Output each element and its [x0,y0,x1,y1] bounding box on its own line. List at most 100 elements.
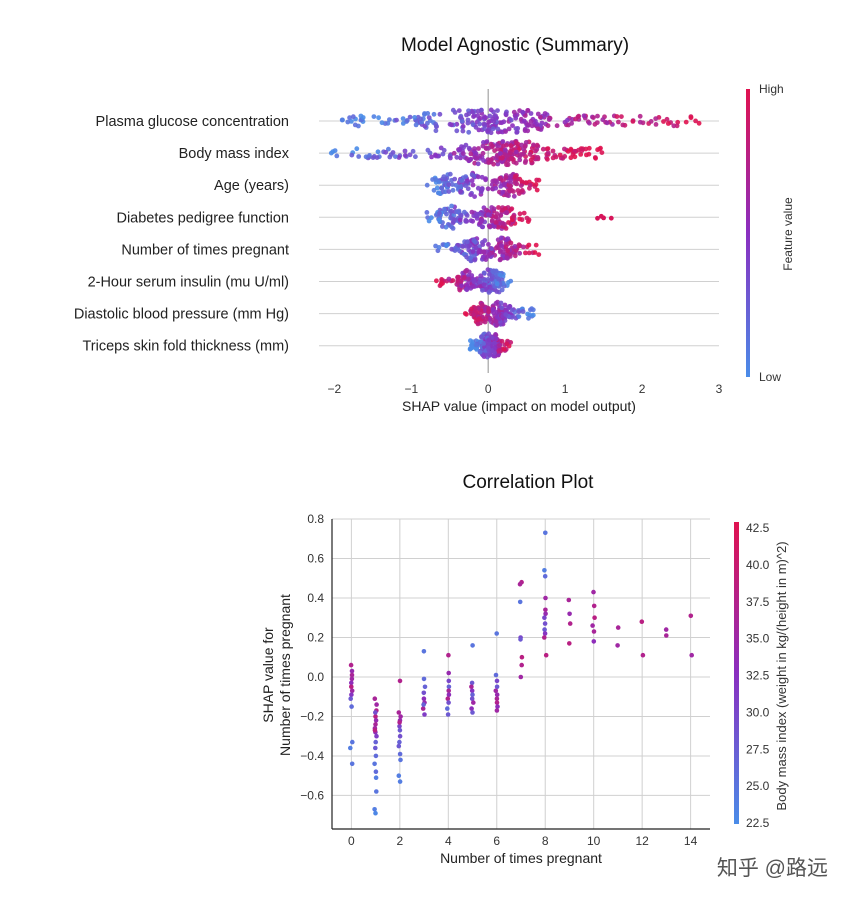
dependence-point [494,631,500,636]
summary-point [493,268,499,274]
summary-point [486,145,491,151]
summary-point [449,203,454,209]
summary-x-tick-label: 1 [562,382,569,396]
summary-point [503,312,509,317]
summary-point [473,239,478,245]
summary-point [544,146,550,152]
summary-point [502,302,508,308]
dependence-point [542,627,547,632]
summary-point [360,115,366,120]
summary-point [477,349,483,355]
summary-point [568,155,574,161]
summary-point [433,177,439,182]
dependence-point [567,621,573,626]
summary-point [481,270,487,276]
summary-x-axis: −2 −1 0 1 2 3 [328,382,723,396]
dependence-point [422,712,427,717]
summary-point [462,275,467,281]
summary-point [453,245,458,251]
dependence-y-tick-label: 0.6 [307,551,324,565]
dependence-point [349,688,355,694]
dependence-point [373,775,379,780]
dependence-point [373,753,379,759]
summary-point [521,210,527,216]
summary-point [475,161,481,167]
summary-point [444,242,450,248]
summary-point [352,122,358,128]
summary-point [504,162,509,168]
summary-point [513,149,519,155]
summary-point [450,278,456,283]
dependence-point [469,706,474,711]
summary-point [503,142,509,148]
summary-point [509,155,515,161]
dependence-point [348,745,353,751]
summary-point [498,272,503,278]
summary-point [513,140,519,146]
summary-point [466,129,472,135]
summary-point [388,152,394,158]
summary-point [471,213,477,219]
summary-point [503,244,509,250]
summary-point [507,188,513,194]
summary-point [533,242,539,248]
summary-point [502,221,507,227]
dependence-point [518,674,524,680]
summary-x-tick-label: −1 [404,382,418,396]
summary-colorbar [746,89,750,377]
summary-point [436,179,442,185]
summary-point [534,187,540,193]
dependence-point [349,680,354,686]
summary-point [446,182,452,188]
summary-point [535,126,541,131]
summary-x-tick-label: −2 [328,382,342,396]
summary-point [473,124,479,130]
summary-point [498,300,504,306]
summary-point [450,187,456,193]
summary-point [440,224,445,229]
summary-point [468,254,474,260]
dependence-point [469,680,475,686]
summary-feature-label: Diastolic blood pressure (mm Hg) [74,307,289,323]
dependence-point [471,700,476,705]
summary-point [693,118,698,124]
summary-point [459,283,465,289]
summary-point [674,123,680,129]
summary-point [486,119,492,125]
summary-point [540,146,546,152]
dependence-y-tick-label: 0.8 [307,512,324,526]
summary-point [481,158,486,163]
dependence-point [446,652,451,658]
summary-point [490,116,496,122]
summary-point [600,117,606,123]
summary-point [498,184,504,189]
summary-point [465,186,471,192]
summary-point [349,152,355,158]
summary-point [466,276,471,282]
dependence-title: Correlation Plot [463,472,595,493]
dependence-point [397,720,402,725]
dependence-point [373,722,378,727]
summary-point [505,248,511,254]
dependence-point [396,710,402,715]
summary-point [508,150,513,156]
summary-point [450,182,455,187]
summary-point [534,142,540,148]
summary-point [619,114,624,119]
summary-point [479,186,485,192]
summary-point [470,284,476,289]
summary-point [394,117,399,123]
summary-point [436,217,442,223]
summary-point [562,154,568,159]
summary-point [489,348,494,353]
dependence-x-tick-label: 12 [635,834,649,848]
dependence-point [567,641,572,646]
summary-point [490,307,496,312]
dependence-point [445,696,451,701]
dependence-y-tick-label: 0.4 [307,591,324,605]
summary-points [328,107,702,360]
dependence-point [396,773,402,778]
dependence-point [592,615,597,620]
summary-point [497,151,503,156]
summary-point [521,151,526,157]
